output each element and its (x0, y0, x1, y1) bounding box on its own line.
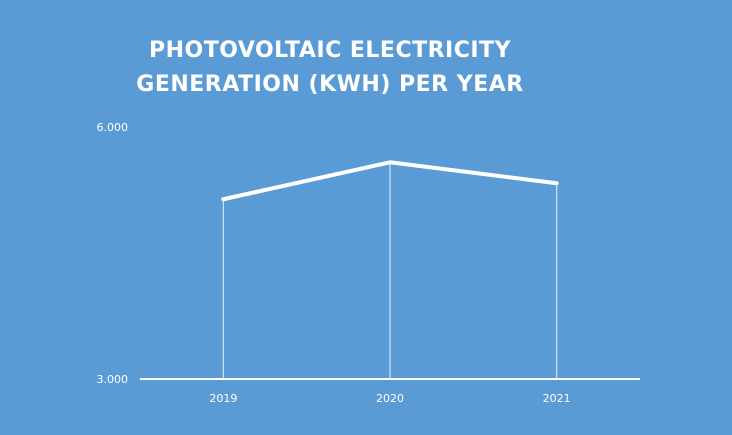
y-tick-label-min: 3.000 (97, 373, 129, 386)
x-tick-label: 2021 (543, 392, 571, 405)
y-tick-label-max: 6.000 (97, 121, 129, 134)
chart-title-line-1: PHOTOVOLTAIC ELECTRICITY (148, 38, 511, 63)
x-tick-label: 2019 (209, 392, 237, 405)
x-tick-label: 2020 (376, 392, 404, 405)
series-line (221, 160, 559, 202)
chart-title-line-2: GENERATION (KWH) PER YEAR (136, 72, 524, 97)
